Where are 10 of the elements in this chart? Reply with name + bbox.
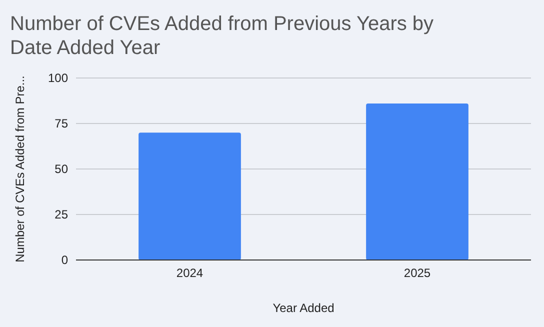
x-axis-title: Year Added (272, 301, 334, 315)
x-tick-label: 2025 (404, 266, 431, 280)
y-tick-label: 75 (54, 116, 68, 131)
chart-title: Number of CVEs Added from Previous Years by Date Added Year (10, 13, 434, 59)
y-tick-label: 100 (48, 71, 68, 86)
y-tick-label: 25 (54, 208, 68, 222)
x-tick-label: 2024 (176, 266, 204, 280)
y-tick-label: 0 (61, 253, 68, 268)
y-tick-label: 50 (54, 162, 68, 176)
y-axis-title: Number of CVEs Added from Pre... (13, 76, 27, 262)
